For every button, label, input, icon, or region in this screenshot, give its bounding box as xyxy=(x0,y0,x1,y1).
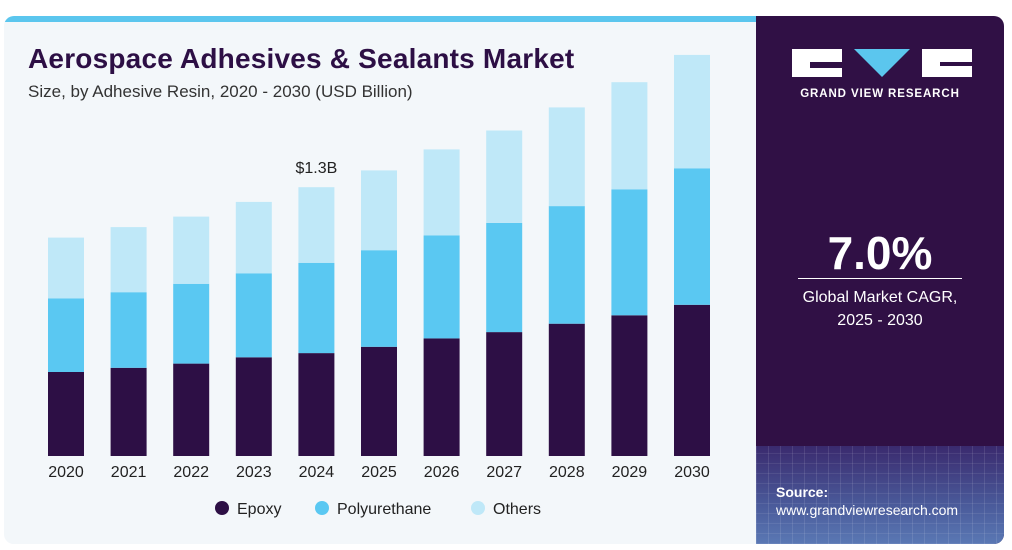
chart-panel: Aerospace Adhesives & Sealants Market Si… xyxy=(4,16,756,544)
x-tick-label: 2020 xyxy=(48,464,84,481)
bar-segment-polyurethane-2030 xyxy=(674,168,710,305)
bar-segment-others-2024 xyxy=(298,187,335,263)
bar-segment-polyurethane-2029 xyxy=(611,189,648,316)
legend-marker-polyurethane xyxy=(315,501,329,515)
source-label: Source: xyxy=(776,484,829,500)
legend-label-others: Others xyxy=(493,501,541,518)
decorative-grid xyxy=(756,446,1004,544)
bar-segment-epoxy-2021 xyxy=(110,367,147,456)
bar-segment-polyurethane-2024 xyxy=(298,262,335,354)
bar-segment-epoxy-2025 xyxy=(361,346,397,456)
x-tick-label: 2022 xyxy=(173,464,209,481)
legend-label-polyurethane: Polyurethane xyxy=(337,501,431,518)
bar-segment-polyurethane-2027 xyxy=(486,222,523,333)
x-tick-label: 2024 xyxy=(299,464,335,481)
cagr-label-line1: Global Market CAGR, xyxy=(802,289,958,306)
bar-segment-others-2027 xyxy=(486,130,523,223)
bar-segment-polyurethane-2021 xyxy=(110,292,147,368)
chart-subtitle: Size, by Adhesive Resin, 2020 - 2030 (US… xyxy=(28,82,413,101)
cagr-value: 7.0% xyxy=(827,227,933,279)
bar-segment-epoxy-2022 xyxy=(173,363,210,456)
bar-segment-epoxy-2020 xyxy=(48,372,84,456)
grand-view-research-logo xyxy=(792,49,972,77)
x-tick-label: 2021 xyxy=(111,464,147,481)
bar-segment-epoxy-2024 xyxy=(298,353,335,456)
x-tick-label: 2023 xyxy=(236,464,272,481)
source-link[interactable]: www.grandviewresearch.com xyxy=(776,502,959,518)
stacked-bar-chart: 2020 2021 2022 2023 $1.3B 2024 2025 2026 2027 202… xyxy=(48,54,710,518)
bar-segment-epoxy-2026 xyxy=(423,338,460,456)
x-tick-label: 2030 xyxy=(674,464,710,481)
bar-segment-others-2030 xyxy=(674,54,710,169)
bar-segment-others-2020 xyxy=(48,237,84,299)
bar-segment-epoxy-2029 xyxy=(611,315,648,456)
x-tick-label: 2025 xyxy=(361,464,397,481)
bar-segment-epoxy-2023 xyxy=(235,357,272,456)
accent-bar xyxy=(4,16,756,22)
brand-name: GRAND VIEW RESEARCH xyxy=(800,88,960,100)
cagr-label: Global Market CAGR, 2025 - 2030 xyxy=(756,286,1004,332)
bar-segment-others-2028 xyxy=(548,107,585,207)
infographic-card: Aerospace Adhesives & Sealants Market Si… xyxy=(4,16,1004,544)
x-tick-label: 2027 xyxy=(486,464,522,481)
bar-segment-others-2025 xyxy=(361,170,397,251)
bar-segment-others-2022 xyxy=(173,216,210,284)
legend-marker-others xyxy=(471,501,485,515)
divider xyxy=(798,278,962,279)
bar-segment-others-2021 xyxy=(110,227,147,293)
x-tick-label: 2026 xyxy=(424,464,460,481)
cagr-label-line2: 2025 - 2030 xyxy=(837,312,923,329)
source-background xyxy=(756,446,1004,544)
bar-segment-others-2023 xyxy=(235,201,272,274)
bar-segment-polyurethane-2026 xyxy=(423,235,460,339)
bar-segment-polyurethane-2022 xyxy=(173,283,210,364)
bar-segment-others-2029 xyxy=(611,82,648,190)
bar-segment-epoxy-2028 xyxy=(548,323,585,456)
brand-panel: GRAND VIEW RESEARCH 7.0% Global Market C… xyxy=(756,16,1004,544)
bar-segment-others-2026 xyxy=(423,149,460,236)
bar-segment-epoxy-2027 xyxy=(486,332,523,456)
chart-title: Aerospace Adhesives & Sealants Market xyxy=(28,43,575,74)
data-label: $1.3B xyxy=(295,160,337,177)
legend-marker-epoxy xyxy=(215,501,229,515)
bar-segment-polyurethane-2023 xyxy=(235,273,272,358)
x-tick-label: 2029 xyxy=(612,464,648,481)
bar-segment-epoxy-2030 xyxy=(674,304,710,456)
bar-segment-polyurethane-2028 xyxy=(548,206,585,324)
x-tick-label: 2028 xyxy=(549,464,585,481)
legend-label-epoxy: Epoxy xyxy=(237,501,281,518)
bar-segment-polyurethane-2025 xyxy=(361,250,397,347)
bar-segment-polyurethane-2020 xyxy=(48,298,84,372)
